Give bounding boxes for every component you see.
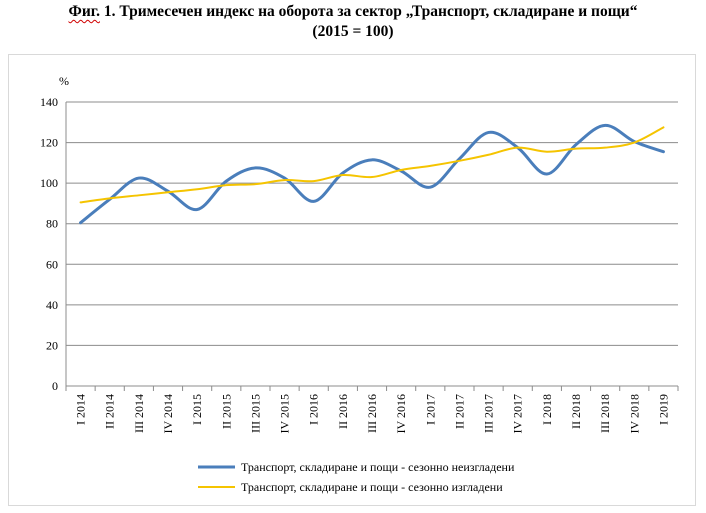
axes [65, 102, 679, 391]
data-point-s1 [487, 130, 491, 134]
data-point-s1 [137, 176, 141, 180]
data-point-s2 [341, 173, 345, 177]
x-tick-label: I 2016 [307, 394, 321, 425]
line-chart: 0 20 40 60 80 100 120 140% I 2014 II 2014 III 2014… [40, 74, 679, 494]
x-tick-label: II 2016 [336, 394, 350, 429]
data-point-s2 [224, 183, 228, 187]
x-tick-label: IV 2014 [161, 394, 175, 433]
data-point-s2 [603, 146, 607, 150]
data-point-s2 [137, 193, 141, 197]
y-tick-label: 140 [40, 95, 58, 109]
y-tick-label: 80 [46, 217, 58, 231]
title-line-2: (2015 = 100) [312, 23, 394, 40]
chart-area: 0 20 40 60 80 100 120 140% I 2014 II 2014 III 2014… [8, 54, 696, 506]
x-tick-label: III 2015 [248, 394, 262, 433]
data-point-s2 [516, 146, 520, 150]
data-point-s2 [166, 190, 170, 194]
x-tick-label: I 2019 [656, 394, 670, 425]
x-tick-label: IV 2015 [278, 394, 292, 433]
data-point-s2 [253, 182, 257, 186]
data-point-s1 [428, 185, 432, 189]
series-lines [79, 123, 665, 225]
data-point-s1 [545, 172, 549, 176]
data-point-s2 [487, 153, 491, 157]
title-prefix: Фиг. [68, 3, 100, 20]
x-tick-label: III 2017 [482, 394, 496, 433]
x-tick-label: I 2014 [74, 394, 88, 425]
legend: Транспорт, складиране и пощи - сезонно н… [198, 460, 515, 494]
data-point-s2 [428, 164, 432, 168]
y-tick-label: 20 [46, 338, 58, 352]
x-tick-label: IV 2016 [394, 394, 408, 433]
data-point-s2 [195, 187, 199, 191]
x-tick-label: III 2014 [132, 394, 146, 433]
chart-title: Фиг. 1. Тримесечен индекс на оборота за … [0, 2, 706, 42]
data-point-s1 [195, 208, 199, 212]
x-tick-label: I 2015 [190, 394, 204, 425]
x-tick-label: I 2018 [540, 394, 554, 425]
data-point-s1 [224, 179, 228, 183]
data-point-s1 [574, 143, 578, 147]
data-point-s1 [253, 166, 257, 170]
legend-label-1: Транспорт, складиране и пощи - сезонно н… [241, 460, 515, 474]
y-axis-label: % [59, 74, 69, 88]
data-point-s2 [283, 178, 287, 182]
data-point-s2 [632, 141, 636, 145]
x-tick-label: II 2015 [219, 394, 233, 429]
data-point-s2 [370, 175, 374, 179]
tick-labels: 0 20 40 60 80 100 120 140% I 2014 II 2014 III 2014… [40, 74, 670, 433]
x-tick-label: III 2018 [598, 394, 612, 433]
data-point-s2 [545, 150, 549, 154]
data-point-s2 [312, 179, 316, 183]
data-point-s1 [370, 158, 374, 162]
legend-label-2: Транспорт, складиране и пощи - сезонно и… [241, 480, 503, 494]
data-point-s1 [79, 221, 83, 225]
data-point-s2 [574, 147, 578, 151]
y-tick-label: 60 [46, 257, 58, 271]
series-line-2 [79, 126, 665, 204]
y-tick-label: 0 [52, 379, 58, 393]
title-main: 1. Тримесечен индекс на оборота за секто… [99, 3, 638, 20]
x-tick-label: IV 2017 [511, 394, 525, 433]
x-tick-label: I 2017 [423, 394, 437, 425]
x-tick-label: II 2018 [569, 394, 583, 429]
data-point-s2 [457, 159, 461, 163]
x-tick-label: II 2017 [452, 394, 466, 429]
data-point-s2 [399, 168, 403, 172]
y-tick-label: 100 [40, 176, 58, 190]
data-point-s1 [603, 123, 607, 127]
data-point-s1 [312, 199, 316, 203]
x-tick-label: IV 2018 [627, 394, 641, 433]
gridlines [66, 101, 678, 346]
data-point-s2 [108, 196, 112, 200]
x-tick-label: III 2016 [365, 394, 379, 433]
y-tick-label: 120 [40, 136, 58, 150]
data-point-s1 [661, 150, 665, 154]
data-point-s2 [661, 125, 665, 129]
series-line-1 [79, 123, 665, 225]
x-tick-label: II 2014 [103, 394, 117, 429]
y-tick-label: 40 [46, 298, 58, 312]
title-line-1: Фиг. 1. Тримесечен индекс на оборота за … [0, 2, 706, 22]
data-point-s2 [79, 200, 83, 204]
